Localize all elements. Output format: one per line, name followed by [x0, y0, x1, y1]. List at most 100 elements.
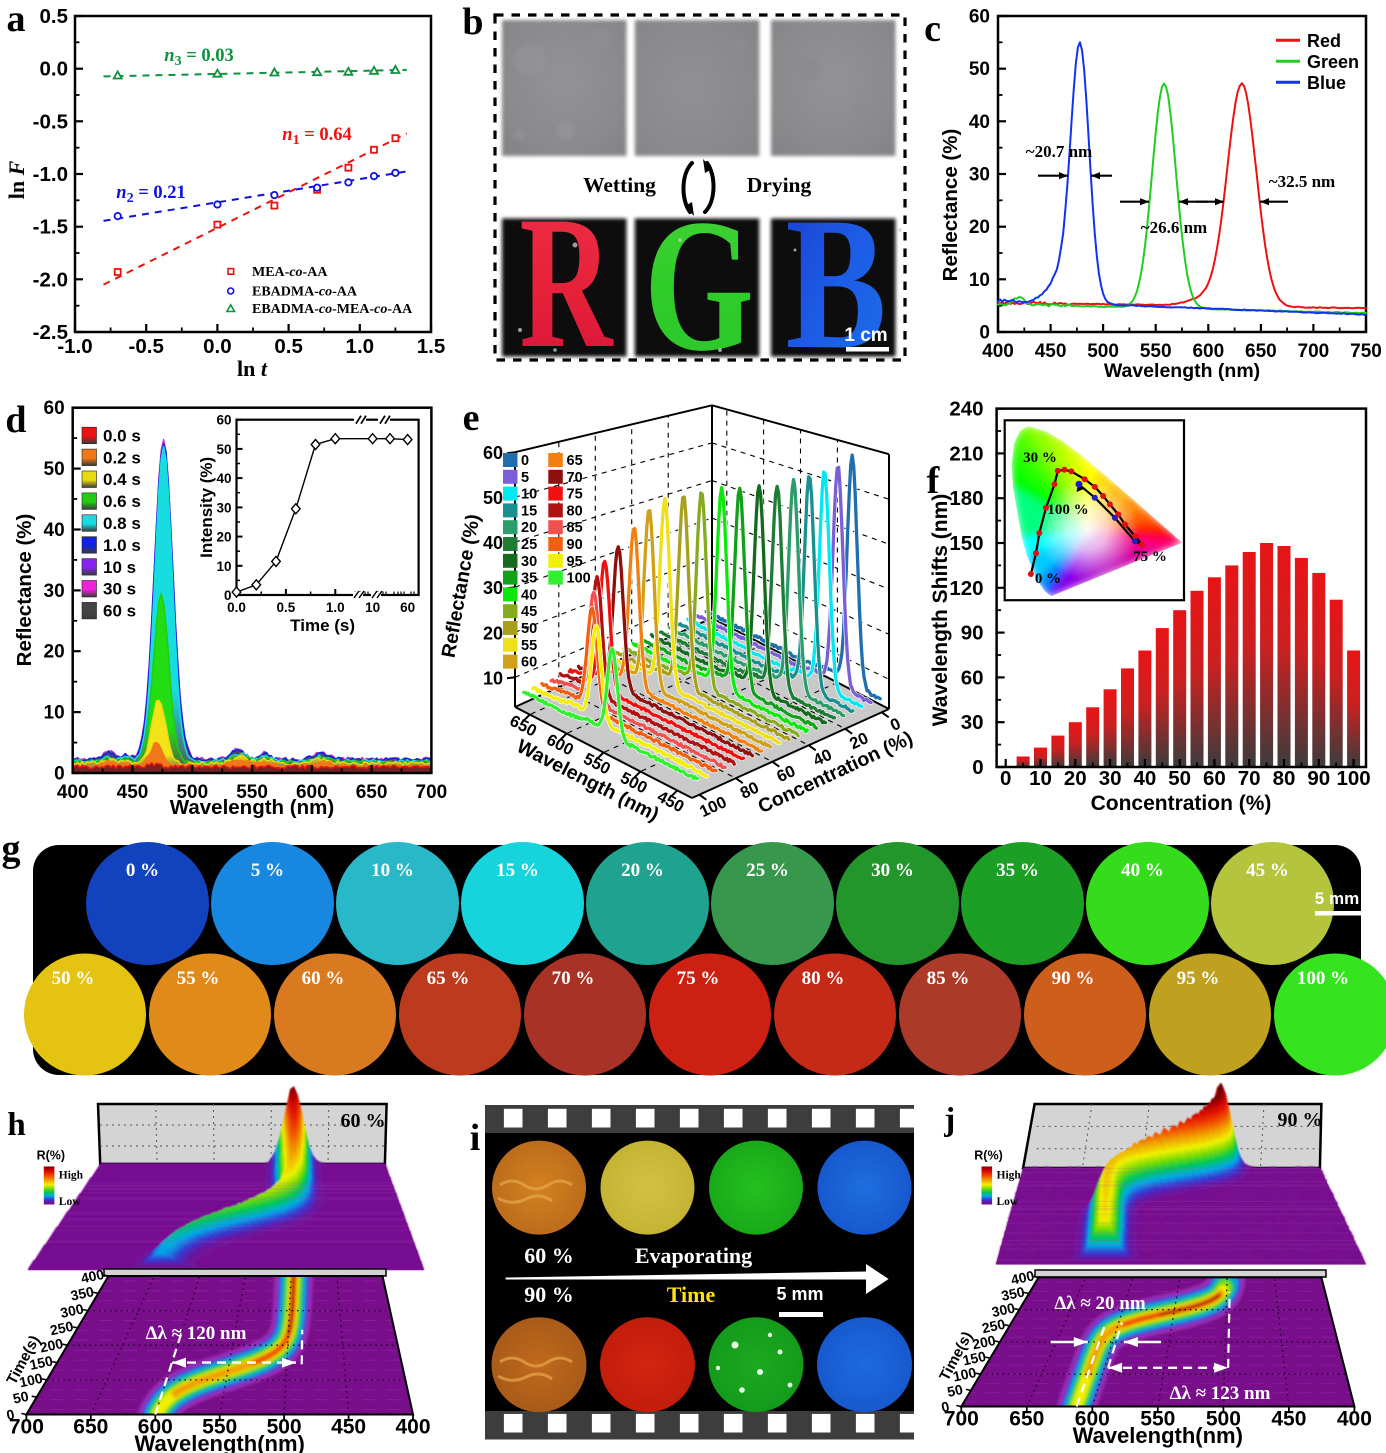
- svg-text:0: 0: [224, 588, 232, 603]
- svg-text:Low: Low: [997, 1196, 1019, 1208]
- svg-text:250: 250: [49, 1318, 75, 1339]
- svg-text:-0.5: -0.5: [33, 110, 68, 133]
- svg-text:75: 75: [567, 487, 583, 503]
- svg-text:30: 30: [216, 500, 231, 515]
- svg-text:h: h: [7, 1107, 25, 1143]
- svg-text:650: 650: [356, 782, 388, 803]
- svg-text:40 %: 40 %: [1121, 860, 1164, 881]
- svg-text:EBADMA-co-MEA-co-AA: EBADMA-co-MEA-co-AA: [252, 302, 413, 317]
- svg-text:d: d: [5, 399, 26, 441]
- svg-text:Red: Red: [1307, 31, 1341, 51]
- svg-text:MEA-co-AA: MEA-co-AA: [252, 265, 328, 280]
- svg-text:1.0 s: 1.0 s: [103, 536, 141, 555]
- svg-text:55 %: 55 %: [177, 968, 220, 989]
- svg-text:210: 210: [949, 442, 983, 465]
- svg-text:500: 500: [1206, 1408, 1241, 1431]
- svg-text:20: 20: [521, 520, 537, 536]
- svg-text:50: 50: [946, 1381, 965, 1400]
- svg-text:25: 25: [521, 537, 537, 553]
- svg-text:10: 10: [44, 703, 65, 724]
- svg-text:0: 0: [979, 323, 990, 344]
- svg-text:35 %: 35 %: [996, 860, 1039, 881]
- svg-text:40: 40: [44, 520, 65, 541]
- svg-text:85 %: 85 %: [927, 968, 970, 989]
- svg-text:Wavelength (nm): Wavelength (nm): [1104, 360, 1260, 382]
- svg-text:70 %: 70 %: [552, 968, 595, 989]
- svg-text:40: 40: [1133, 767, 1156, 790]
- svg-text:90: 90: [567, 537, 583, 553]
- svg-text:Wetting: Wetting: [583, 173, 656, 197]
- svg-text:50: 50: [216, 442, 231, 457]
- svg-text:60: 60: [1203, 767, 1226, 790]
- svg-text:0: 0: [54, 764, 65, 785]
- svg-text:10 s: 10 s: [103, 558, 136, 577]
- svg-text:45: 45: [521, 604, 537, 620]
- svg-text:650: 650: [1245, 341, 1277, 362]
- svg-text:240: 240: [949, 398, 983, 421]
- svg-text:30 %: 30 %: [871, 860, 914, 881]
- svg-text:Δλ ≈ 123 nm: Δλ ≈ 123 nm: [1170, 1383, 1271, 1404]
- svg-text:10: 10: [521, 487, 537, 503]
- svg-text:Green: Green: [1307, 52, 1359, 72]
- svg-text:-1.5: -1.5: [33, 216, 68, 239]
- svg-text:15 %: 15 %: [496, 860, 539, 881]
- svg-text:100: 100: [1336, 767, 1370, 790]
- svg-text:0: 0: [940, 1398, 951, 1415]
- svg-text:200: 200: [38, 1335, 64, 1356]
- svg-text:70: 70: [1238, 767, 1261, 790]
- svg-text:60 s: 60 s: [103, 602, 136, 621]
- svg-text:450: 450: [1271, 1408, 1306, 1431]
- svg-text:i: i: [470, 1117, 481, 1159]
- svg-text:0.5: 0.5: [277, 600, 296, 615]
- svg-text:50: 50: [1168, 767, 1191, 790]
- svg-text:0.0: 0.0: [40, 58, 69, 81]
- svg-text:650: 650: [1009, 1408, 1044, 1431]
- svg-text:50: 50: [44, 459, 65, 480]
- svg-text:40: 40: [969, 112, 990, 133]
- svg-text:600: 600: [1192, 341, 1224, 362]
- svg-text:1.0: 1.0: [326, 600, 345, 615]
- svg-text:350: 350: [69, 1283, 95, 1304]
- svg-text:Wavelength (nm): Wavelength (nm): [170, 796, 334, 819]
- svg-text:50 %: 50 %: [52, 968, 95, 989]
- svg-text:5: 5: [521, 470, 529, 486]
- svg-text:100: 100: [567, 571, 591, 587]
- svg-text:Wavelength(nm): Wavelength(nm): [135, 1431, 305, 1453]
- svg-text:200: 200: [971, 1332, 997, 1353]
- svg-text:Blue: Blue: [1307, 73, 1346, 93]
- svg-text:55: 55: [521, 638, 537, 654]
- svg-text:150: 150: [28, 1352, 54, 1373]
- svg-text:400: 400: [1337, 1408, 1372, 1431]
- svg-text:1.0: 1.0: [346, 335, 375, 358]
- svg-text:40: 40: [521, 587, 537, 603]
- svg-text:30: 30: [1099, 767, 1122, 790]
- svg-text:35: 35: [521, 571, 537, 587]
- svg-text:f: f: [927, 460, 941, 502]
- svg-text:10: 10: [365, 600, 380, 615]
- svg-text:50: 50: [483, 488, 503, 508]
- svg-text:G: G: [644, 181, 754, 391]
- svg-text:20: 20: [483, 623, 503, 643]
- svg-text:15: 15: [521, 503, 537, 519]
- svg-text:~32.5 nm: ~32.5 nm: [1269, 172, 1335, 191]
- svg-text:600: 600: [296, 782, 328, 803]
- svg-text:-1.0: -1.0: [57, 335, 92, 358]
- svg-text:10 %: 10 %: [371, 860, 414, 881]
- svg-text:-1.0: -1.0: [33, 163, 68, 186]
- svg-text:300: 300: [59, 1300, 85, 1321]
- svg-text:60 %: 60 %: [302, 968, 345, 989]
- svg-text:400: 400: [1009, 1267, 1035, 1288]
- svg-text:45 %: 45 %: [1246, 860, 1289, 881]
- svg-text:30: 30: [521, 554, 537, 570]
- svg-text:0: 0: [521, 453, 529, 469]
- svg-text:0 %: 0 %: [126, 860, 159, 881]
- svg-text:n3 = 0.03: n3 = 0.03: [164, 46, 233, 69]
- svg-text:550: 550: [1140, 341, 1172, 362]
- svg-text:10: 10: [483, 668, 503, 688]
- svg-text:30: 30: [483, 578, 503, 598]
- svg-text:60: 60: [483, 443, 503, 463]
- svg-text:20: 20: [44, 642, 65, 663]
- svg-text:0: 0: [5, 1406, 16, 1423]
- svg-text:a: a: [7, 0, 26, 40]
- svg-text:90 %: 90 %: [524, 1282, 574, 1307]
